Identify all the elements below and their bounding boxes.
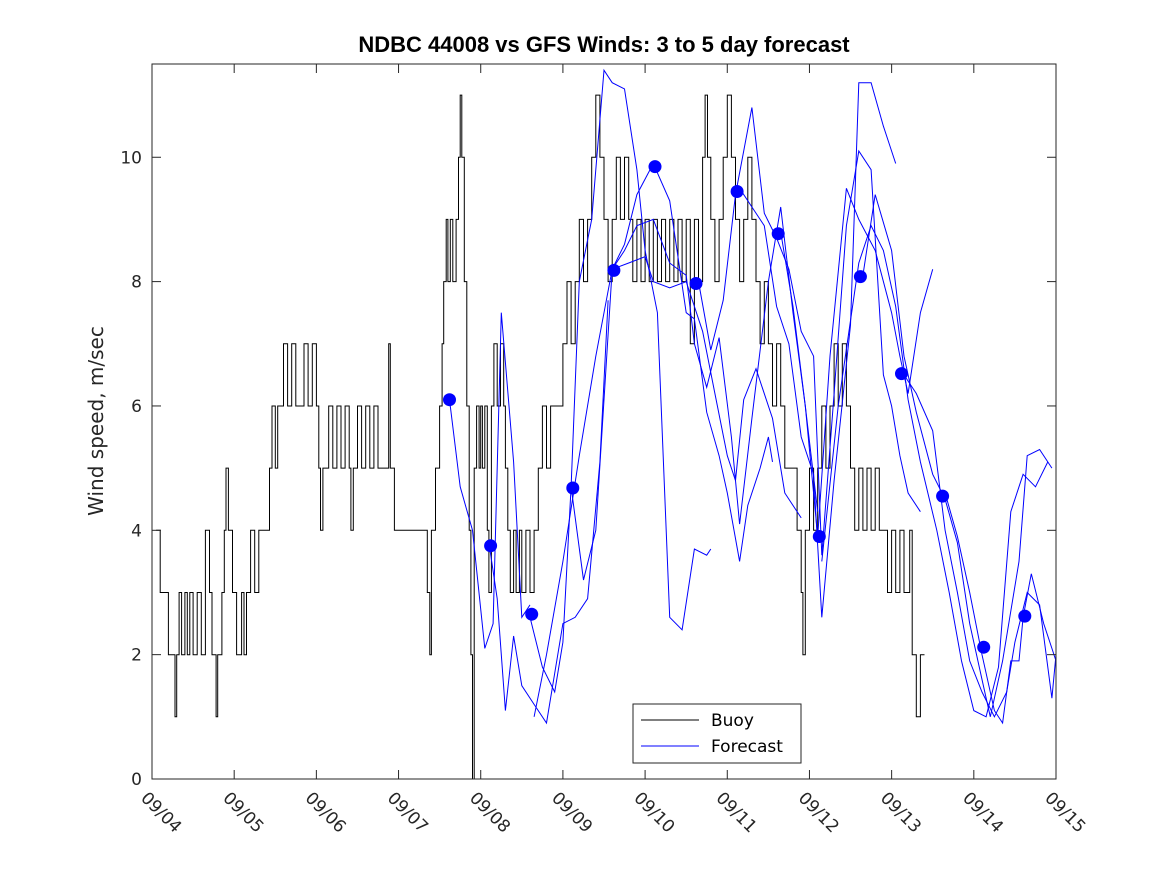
forecast-line-1 (449, 312, 531, 649)
forecast-marker-13 (936, 489, 950, 503)
y-tick-label: 0 (131, 770, 142, 790)
forecast-line-9 (780, 188, 934, 537)
legend: Buoy Forecast (632, 703, 802, 764)
forecast-line-4 (570, 162, 773, 581)
legend-box (632, 703, 802, 764)
buoy-series-layer (156, 94, 925, 780)
forecast-marker-2 (484, 539, 498, 553)
buoy-line (156, 94, 925, 780)
legend-buoy-label: Buoy (711, 711, 754, 731)
legend-forecast-label: Forecast (711, 737, 783, 757)
forecast-marker-9 (771, 227, 785, 241)
forecast-line-7 (698, 107, 921, 556)
y-tick-label: 10 (120, 148, 142, 168)
forecast-line-11 (862, 194, 1053, 717)
y-tick-label: 6 (131, 397, 142, 417)
forecast-marker-5 (607, 263, 621, 277)
forecast-marker-7 (689, 277, 703, 290)
forecast-line-3 (529, 68, 712, 694)
forecast-marker-layer (443, 160, 1032, 654)
y-axis: 0 2 4 6 8 10 (120, 148, 1056, 790)
forecast-series-layer (449, 68, 1057, 725)
forecast-marker-10 (812, 530, 826, 543)
forecast-line-13 (944, 492, 1057, 725)
forecast-line-12 (903, 374, 1057, 718)
forecast-marker-4 (566, 481, 580, 495)
y-tick-label: 2 (131, 646, 142, 666)
forecast-marker-12 (895, 367, 908, 381)
forecast-marker-8 (730, 185, 744, 198)
forecast-marker-3 (525, 607, 539, 621)
forecast-line-6 (533, 256, 802, 717)
forecast-marker-14 (977, 640, 991, 654)
y-axis-label: Wind speed, m/sec (84, 326, 108, 516)
plot-frame (151, 63, 1057, 780)
forecast-line-5 (611, 206, 819, 525)
chart-title: NDBC 44008 vs GFS Winds: 3 to 5 day fore… (358, 32, 850, 57)
y-tick-label: 8 (131, 273, 142, 293)
forecast-line-8 (739, 82, 897, 618)
forecast-marker-15 (1018, 609, 1032, 623)
forecast-marker-11 (853, 270, 867, 284)
forecast-marker-6 (648, 160, 662, 174)
y-tick-label: 4 (131, 521, 142, 541)
forecast-marker-1 (443, 393, 456, 407)
forecast-line-2 (488, 300, 609, 725)
